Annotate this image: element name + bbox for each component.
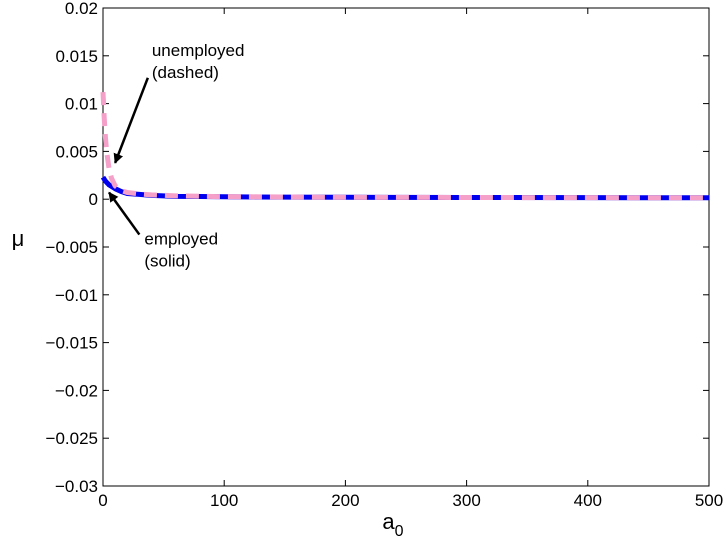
x-tick-label: 400 [574,491,602,510]
y-axis-label: μ [12,226,25,251]
x-tick-label: 500 [695,491,723,510]
x-axis-label-base: a [382,509,395,534]
x-tick-label: 0 [98,491,107,510]
annotations: unemployed (dashed) employed (solid) [108,41,245,271]
y-tick-label: −0.015 [46,334,98,353]
annotation-label-employed: (solid) [144,252,190,271]
y-tick-label: −0.005 [46,238,98,257]
y-tick-label: 0.01 [65,95,98,114]
y-tick-label: 0.005 [55,142,98,161]
series [100,92,710,201]
y-tick-label: 0.015 [55,47,98,66]
x-tick-label: 200 [331,491,359,510]
x-tick-label: 300 [452,491,480,510]
annotation-arrow-unemployed [113,77,150,164]
ticks: 0 100 200 300 400 500 0.02 0.015 0.01 0.005 0 −0.00… [46,0,724,510]
annotation-label-unemployed: unemployed [152,41,245,60]
x-tick-label: 100 [210,491,238,510]
y-tick-label: 0 [89,190,98,209]
y-tick-label: −0.02 [55,381,98,400]
annotation-label-employed: employed [144,230,218,249]
x-axis-label-subscript: 0 [395,523,404,540]
x-axis-label: a0 [382,509,403,540]
y-tick-label: −0.01 [55,286,98,305]
y-tick-label: −0.025 [46,429,98,448]
y-tick-label: −0.03 [55,477,98,496]
annotation-arrow-employed [108,191,141,236]
annotation-label-unemployed: (dashed) [152,63,219,82]
y-tick-label: 0.02 [65,0,98,18]
series-line-unemployed [100,92,710,201]
